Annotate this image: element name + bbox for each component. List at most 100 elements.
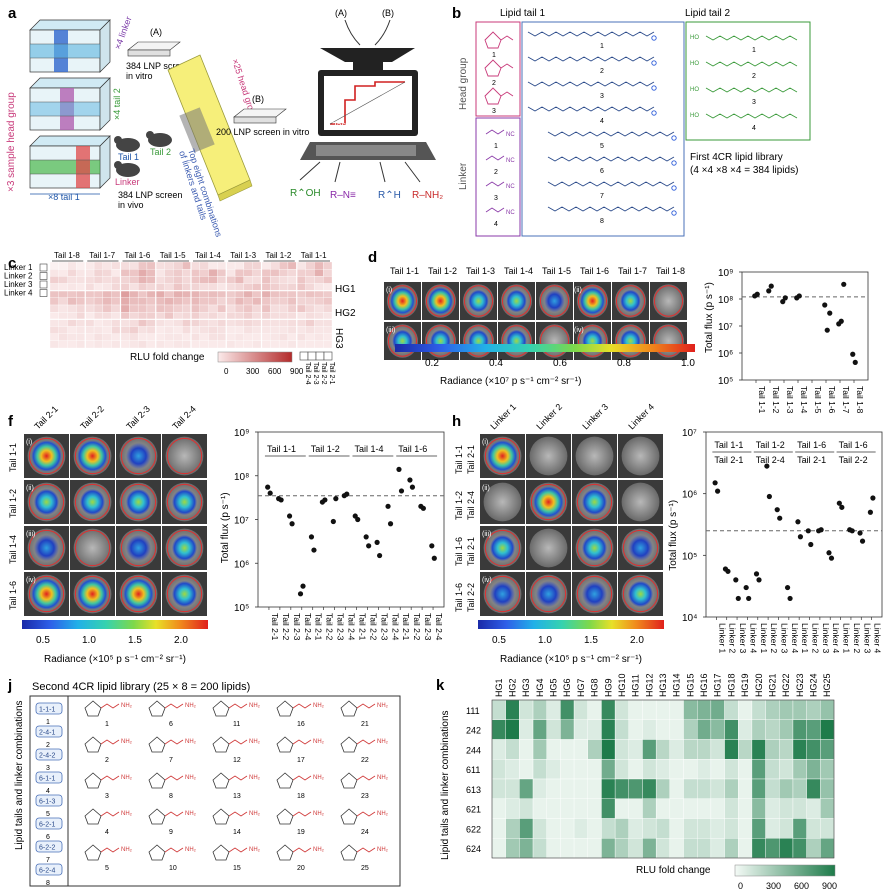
heatmap-cell: [208, 276, 218, 284]
heatmap-cell: [738, 699, 753, 720]
c-legend-tick: 900: [290, 367, 304, 376]
heatmap-cell: [85, 312, 95, 320]
tail1-number: 1: [600, 43, 604, 50]
combo-badge: [35, 748, 63, 761]
c-tail-header: Tail 1-1: [301, 251, 327, 260]
hg-number: 17: [297, 757, 305, 764]
k-column-label: HG25: [822, 673, 832, 697]
heatmap-cell: [182, 326, 192, 334]
hg-number: 14: [233, 829, 241, 836]
k-column-label: HG16: [699, 673, 709, 697]
d-colorbar-tick: 0.8: [617, 358, 631, 369]
heatmap-cell: [137, 340, 148, 349]
svg-text:R–NH₂: R–NH₂: [412, 190, 443, 201]
hg-number: 1: [492, 52, 496, 59]
hg-number: 5: [105, 865, 109, 872]
heatmap-cell: [779, 719, 794, 740]
heatmap-cell: [155, 319, 165, 327]
heatmap-cell: [243, 340, 253, 349]
hg-number: 9: [169, 829, 173, 836]
f-row-label: Tail 1-6: [8, 581, 18, 610]
c-linker-label: Linker 1: [4, 263, 33, 272]
heatmap-cell: [751, 818, 766, 839]
data-point: [787, 595, 793, 602]
heatmap-cell: [190, 261, 200, 270]
c-tail2-label: Tail 2-1: [328, 362, 335, 385]
data-point: [733, 577, 739, 583]
x-tick-label: Tail 2-1: [357, 613, 367, 641]
heatmap-cell: [296, 290, 306, 298]
tail2-number: 2: [752, 73, 756, 80]
heatmap-cell: [792, 699, 807, 720]
x-tick-label: Linker 1: [800, 623, 810, 654]
heatmap-cell: [710, 798, 725, 819]
c-tail-header: Tail 1-6: [125, 251, 151, 260]
heatmap-cell: [182, 304, 192, 313]
data-point: [826, 550, 832, 556]
heatmap-cell: [234, 304, 245, 313]
data-point: [768, 283, 774, 289]
k-column-label: HG23: [795, 673, 805, 697]
heatmap-cell: [296, 340, 306, 349]
hg-ring: [340, 700, 358, 717]
heatmap-cell: [243, 290, 253, 298]
k-legend-bar: [734, 864, 836, 877]
heatmap-cell: [296, 312, 306, 320]
heatmap-cell: [532, 699, 547, 720]
heatmap-cell: [226, 319, 236, 327]
heatmap-cell: [614, 699, 629, 720]
mouse-icons: [114, 131, 172, 177]
heatmap-cell: [199, 312, 209, 320]
svg-text:NH₂: NH₂: [249, 703, 261, 709]
lipid-tail2-box: [685, 21, 811, 141]
heatmap-cell: [278, 276, 289, 284]
data-point: [797, 534, 804, 540]
group-label: Tail 1-6: [839, 440, 868, 450]
heatmap-cell: [287, 261, 297, 270]
heatmap-cell: [296, 326, 306, 334]
heatmap-cell: [296, 304, 306, 313]
y-tick-label: 10⁵: [718, 376, 733, 387]
heatmap-cell: [93, 261, 104, 270]
heatmap-cell: [190, 297, 200, 306]
heatmap-cell: [76, 297, 86, 306]
tail2-number: 3: [752, 99, 756, 106]
heatmap-cell: [560, 759, 575, 780]
heatmap-cell: [252, 340, 262, 349]
heatmap-cell: [270, 333, 280, 341]
h-colorbar-tick: 1.5: [584, 635, 598, 646]
heatmap-cell: [806, 798, 821, 819]
heatmap-cell: [146, 283, 156, 291]
heatmap-cell: [67, 283, 77, 291]
heatmap-cell: [683, 699, 698, 720]
heatmap-cell: [111, 297, 121, 306]
heatmap-cell: [738, 818, 753, 839]
tail1-axis-label: ×8 tail 1: [48, 192, 80, 202]
combo-badge: [35, 702, 63, 715]
data-point: [420, 505, 426, 511]
heatmap-cell: [614, 719, 629, 740]
heatmap-cell: [296, 319, 306, 327]
classifier-label: Classifier algorithm: [328, 120, 405, 130]
combo-label: 6-1-3: [39, 799, 55, 806]
heatmap-cell: [120, 276, 130, 284]
heatmap-cell: [111, 333, 121, 341]
heatmap-cell: [806, 838, 821, 859]
svg-text:NH₂: NH₂: [185, 847, 197, 853]
heatmap-cell: [252, 304, 262, 313]
heatmap-cell: [792, 719, 807, 740]
heatmap-cell: [76, 283, 86, 291]
svg-text:NH₂: NH₂: [185, 775, 197, 781]
heatmap-cell: [243, 283, 253, 291]
heatmap-cell: [573, 778, 588, 799]
data-point: [300, 583, 306, 589]
x-tick-label: Tail 1-6: [827, 386, 837, 414]
k-row-label: 621: [466, 805, 481, 815]
combo-number: 6: [46, 834, 50, 841]
data-point: [265, 484, 271, 490]
panel-letter-c: c: [8, 255, 16, 272]
data-point: [766, 493, 772, 500]
heatmap-cell: [806, 778, 821, 799]
heatmap-cell: [505, 759, 520, 780]
heatmap-cell: [226, 269, 236, 277]
